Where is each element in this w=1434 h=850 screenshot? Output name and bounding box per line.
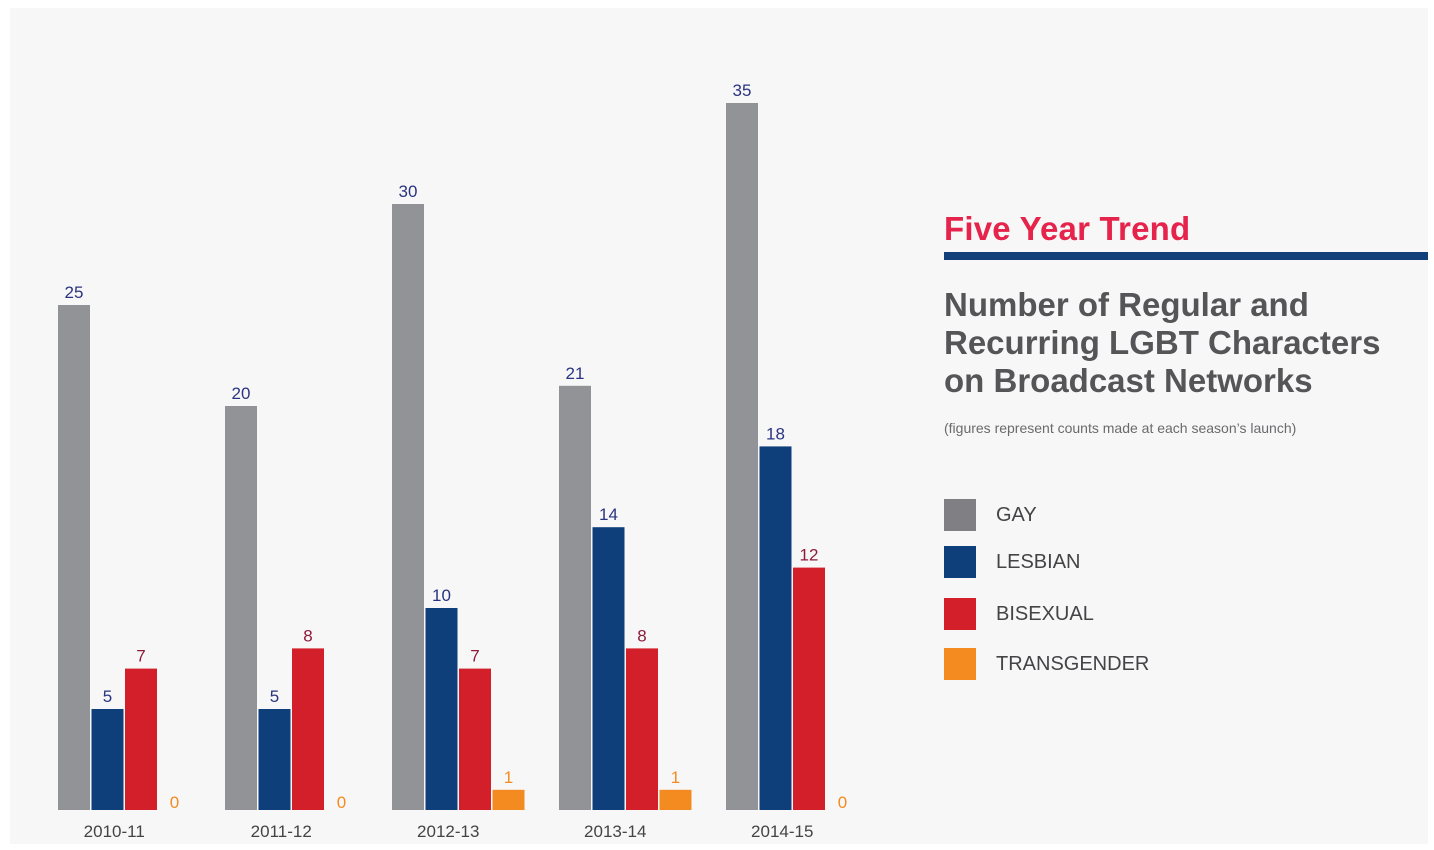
legend-label-bisexual: BISEXUAL [996,603,1094,625]
bar-lesbian-2013-14 [592,527,625,810]
bar-gay-2013-14 [559,385,591,810]
data-label-transgender-2014-15: 0 [838,793,847,812]
methodology-note: (figures represent counts made at each s… [944,420,1297,436]
legend-swatch-gay [944,499,976,531]
title-divider [944,252,1428,260]
bar-bisexual-2010-11 [125,668,157,810]
info-panel: Five Year Trend Number of Regular and Re… [944,8,1428,844]
data-label-lesbian-2012-13: 10 [432,586,451,605]
legend-label-gay: GAY [996,504,1037,526]
legend-swatch-bisexual [944,598,976,630]
data-label-gay-2011-12: 20 [232,384,251,403]
x-tick-label-2014-15: 2014-15 [751,822,813,841]
bar-bisexual-2011-12 [292,648,324,810]
data-label-lesbian-2014-15: 18 [766,424,785,443]
data-label-gay-2013-14: 21 [566,364,585,383]
subtitle-line-3: on Broadcast Networks [944,362,1313,399]
bar-lesbian-2014-15 [759,446,792,810]
legend-label-lesbian: LESBIAN [996,551,1081,573]
data-label-gay-2012-13: 30 [399,182,418,201]
bar-gay-2011-12 [225,406,257,810]
data-label-bisexual-2013-14: 8 [637,626,646,645]
x-tick-label-2012-13: 2012-13 [417,822,479,841]
bar-bisexual-2012-13 [459,668,491,810]
bar-gay-2012-13 [392,204,424,810]
x-tick-label-2011-12: 2011-12 [251,822,312,841]
data-label-lesbian-2010-11: 5 [103,687,112,706]
data-label-transgender-2013-14: 1 [671,768,680,787]
x-tick-label-2010-11: 2010-11 [84,822,145,841]
legend-swatch-transgender [944,648,976,680]
bar-transgender-2012-13 [492,789,525,810]
legend-label-transgender: TRANSGENDER [996,653,1150,675]
data-label-transgender-2010-11: 0 [170,793,179,812]
legend-swatch-lesbian [944,546,976,578]
infographic: 25 5 7 0 2010-11 20 5 8 0 2011-12 30 10 7 1 2012-13 21 1… [10,8,1428,844]
trend-title: Five Year Trend [944,210,1191,247]
chart-subtitle: Number of Regular and Recurring LGBT Cha… [944,286,1424,400]
bar-gay-2014-15 [726,103,758,810]
data-label-bisexual-2011-12: 8 [303,626,312,645]
bar-lesbian-2010-11 [91,709,124,810]
data-label-lesbian-2013-14: 14 [599,505,618,524]
subtitle-line-1: Number of Regular and [944,286,1309,323]
bar-bisexual-2014-15 [793,567,825,810]
bar-bisexual-2013-14 [626,648,658,810]
data-label-transgender-2011-12: 0 [337,793,346,812]
data-label-bisexual-2012-13: 7 [470,647,479,666]
data-label-gay-2010-11: 25 [65,283,84,302]
data-label-bisexual-2010-11: 7 [136,647,145,666]
bar-transgender-2013-14 [659,789,692,810]
data-label-gay-2014-15: 35 [733,81,752,100]
bar-gay-2010-11 [58,305,90,810]
x-tick-label-2013-14: 2013-14 [584,822,646,841]
bar-chart: 255702010-11205802011-123010712012-13211… [58,81,847,841]
data-label-lesbian-2011-12: 5 [270,687,279,706]
bar-lesbian-2012-13 [425,608,458,810]
bar-lesbian-2011-12 [258,709,291,810]
data-label-bisexual-2014-15: 12 [800,546,819,565]
subtitle-line-2: Recurring LGBT Characters [944,324,1381,361]
data-label-transgender-2012-13: 1 [504,768,513,787]
